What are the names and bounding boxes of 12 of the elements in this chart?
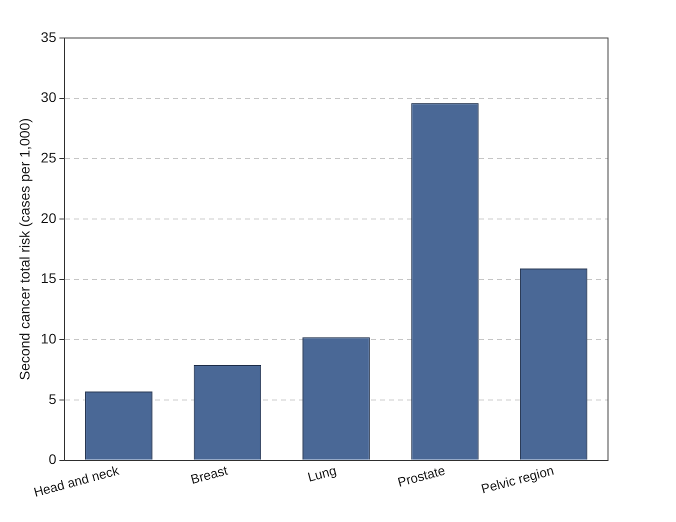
y-tick-label: 10 xyxy=(40,330,57,346)
y-tick-label: 35 xyxy=(40,28,57,45)
x-tick-label: Breast xyxy=(188,462,230,487)
y-axis-title: Second cancer total risk (cases per 1,000) xyxy=(16,118,32,380)
y-tick-label: 30 xyxy=(40,89,57,106)
y-tick-label: 25 xyxy=(40,150,57,166)
x-tick-label: Lung xyxy=(306,462,338,485)
y-tick-label: 15 xyxy=(40,270,57,286)
x-tick-label: Prostate xyxy=(396,462,447,490)
y-tick-label: 5 xyxy=(48,390,57,407)
y-tick-label: 20 xyxy=(40,210,57,226)
x-tick-label: Pelvic region xyxy=(480,462,556,496)
